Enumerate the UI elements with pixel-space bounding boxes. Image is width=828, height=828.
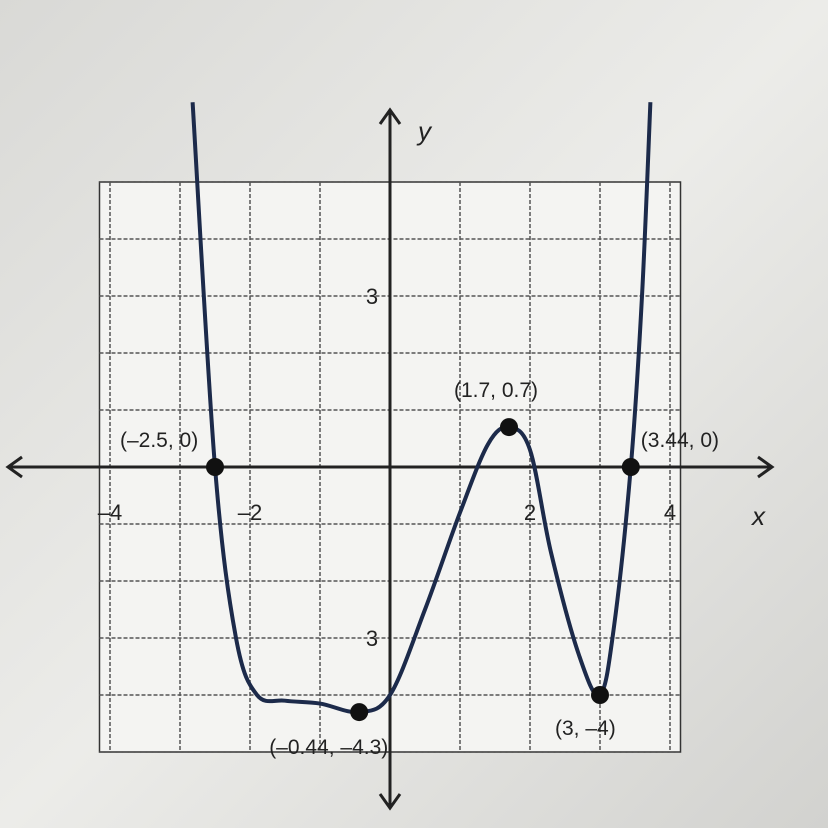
point-label: (1.7, 0.7) [454,379,538,402]
x-tick-label: –4 [98,500,122,525]
point-label: (–0.44, –4.3) [269,736,388,759]
x-tick-label: 4 [664,500,676,525]
key-point [206,458,224,476]
y-axis-label: y [416,116,433,146]
point-label: (3.44, 0) [641,429,719,452]
y-tick-label: 3 [366,626,378,651]
key-point [350,703,369,722]
x-axis-arrow-icon [5,455,775,479]
x-tick-label: –2 [238,500,262,525]
point-label: (–2.5, 0) [120,429,198,452]
function-curve [190,102,653,715]
y-tick-label: 3 [366,284,378,309]
x-axis-label: x [750,501,766,531]
key-point [500,418,518,437]
key-point [621,458,640,476]
point-label: (3, –4) [555,717,616,740]
x-tick-label: 2 [524,500,536,525]
y-axis-arrow-icon [378,107,402,811]
key-point [591,686,609,704]
